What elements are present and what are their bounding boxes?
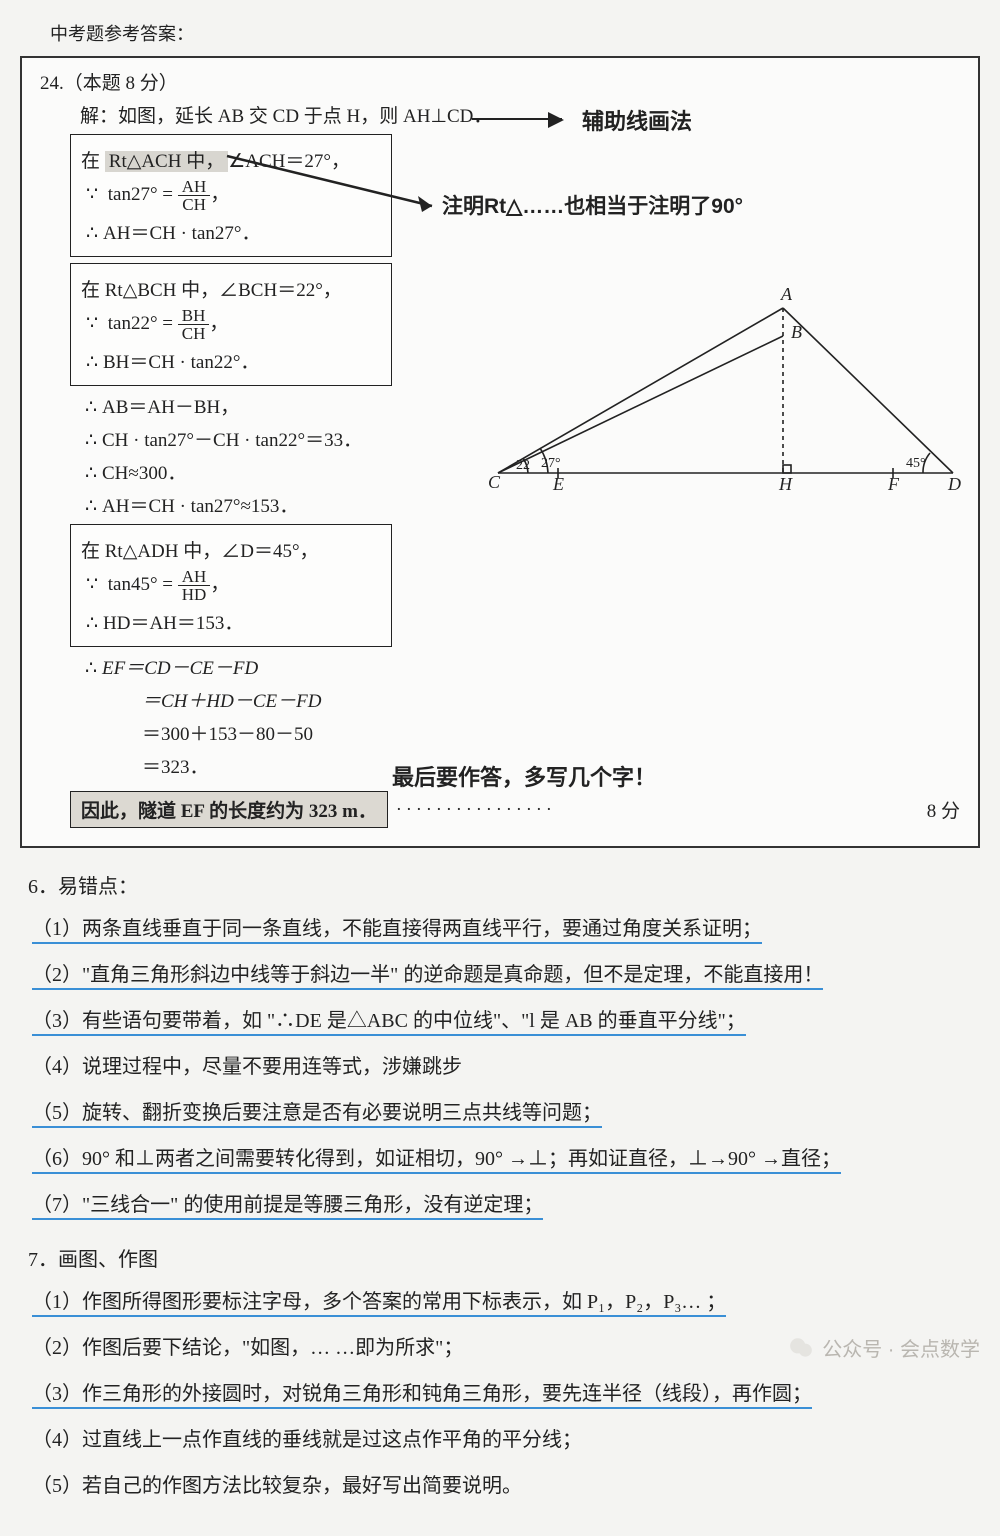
arrow-2: [222, 146, 452, 226]
geometry-diagram: A B C D E F H 22 27° 45°: [483, 278, 963, 508]
box2-line2: ∵ tan22° = BHCH，: [81, 307, 381, 342]
box3-line3: ∴HD＝AH＝153．: [81, 608, 381, 635]
box2-line3: ∴BH＝CH · tan22°．: [81, 347, 381, 374]
list-item: （1）两条直线垂直于同一条直线，不能直接得两直线平行，要通过角度关系证明；: [32, 913, 980, 945]
section7-title: 7．画图、作图: [28, 1243, 980, 1272]
list-item: （4）说理过程中，尽量不要用连等式，涉嫌跳步: [32, 1051, 980, 1083]
section6-title: 6．易错点：: [28, 870, 980, 899]
svg-text:H: H: [778, 474, 793, 494]
watermark-text: 公众号 · 会点数学: [822, 1333, 980, 1362]
solution-intro: 解：如图，延长 AB 交 CD 于点 H，则 AH⊥CD．: [80, 101, 960, 128]
annotation-answer: 最后要作答，多写几个字！: [392, 760, 656, 792]
svg-text:45°: 45°: [906, 456, 926, 471]
fraction: AHCH: [178, 178, 211, 213]
step-box-2: 在 Rt△BCH 中，∠BCH＝22°， ∵ tan22° = BHCH， ∴B…: [70, 263, 392, 386]
annotation-rt: 注明Rt△……也相当于注明了90°: [442, 190, 743, 220]
text: tan22° =: [108, 313, 173, 334]
svg-text:D: D: [947, 474, 961, 494]
watermark: 公众号 · 会点数学: [788, 1333, 980, 1362]
final-answer-box: 因此，隧道 EF 的长度约为 323 m．: [70, 791, 388, 828]
text: 在: [81, 151, 105, 172]
text: tan27° =: [108, 184, 173, 205]
list-item: （3）作三角形的外接圆时，对锐角三角形和钝角三角形，要先连半径（线段），再作圆；: [32, 1378, 980, 1410]
section7-list: （1）作图所得图形要标注字母，多个答案的常用下标表示，如 P₁，P₂，P₃… ；…: [20, 1286, 980, 1502]
svg-text:22: 22: [516, 458, 530, 473]
annotation-aux-line: 辅助线画法: [582, 104, 692, 136]
section6-list: （1）两条直线垂直于同一条直线，不能直接得两直线平行，要通过角度关系证明； （2）…: [20, 913, 980, 1221]
score: 8 分: [927, 796, 960, 823]
list-item: （6）90° 和⊥两者之间需要转化得到，如证相切，90° →⊥；再如证直径，⊥→…: [32, 1143, 980, 1175]
text: tan45° =: [108, 574, 173, 595]
list-item: （4）过直线上一点作直线的垂线就是过这点作平角的平分线；: [32, 1424, 980, 1456]
box2-line1: 在 Rt△BCH 中，∠BCH＝22°，: [81, 275, 381, 302]
box3-line1: 在 Rt△ADH 中，∠D＝45°，: [81, 536, 381, 563]
final-row: 因此，隧道 EF 的长度约为 323 m． ················ 8…: [70, 791, 960, 828]
ef-step-1: ∴EF＝CD－CE－FD: [80, 653, 960, 680]
ef-step-3: ＝300＋153－80－50: [142, 719, 960, 746]
list-item: （5）若自己的作图方法比较复杂，最好写出简要说明。: [32, 1470, 980, 1502]
list-item: （1）作图所得图形要标注字母，多个答案的常用下标表示，如 P₁，P₂，P₃… ；: [32, 1286, 980, 1318]
wechat-icon: [788, 1335, 814, 1361]
list-item: （3）有些语句要带着，如 "∴DE 是△ABC 的中位线"、"l 是 AB 的垂…: [32, 1005, 980, 1037]
list-item: （7）"三线合一" 的使用前提是等腰三角形，没有逆定理；: [32, 1189, 980, 1221]
problem-24-box: 24.（本题 8 分） 解：如图，延长 AB 交 CD 于点 H，则 AH⊥CD…: [20, 56, 980, 848]
fraction: AHHD: [178, 568, 211, 603]
ef-step-2: ＝CH＋HD－CE－FD: [142, 686, 960, 713]
svg-text:A: A: [780, 284, 793, 304]
problem-number: 24.（本题 8 分）: [40, 68, 960, 95]
list-item: （2）"直角三角形斜边中线等于斜边一半" 的逆命题是真命题，但不是定理，不能直接…: [32, 959, 980, 991]
svg-text:C: C: [488, 472, 501, 492]
highlight-rt-ach: Rt△ACH 中，: [105, 151, 228, 172]
step-box-3: 在 Rt△ADH 中，∠D＝45°， ∵ tan45° = AHHD， ∴HD＝…: [70, 524, 392, 647]
fraction: BHCH: [178, 307, 210, 342]
score-dots: ················: [396, 799, 919, 820]
header-title: 中考题参考答案：: [20, 20, 980, 46]
svg-text:B: B: [791, 322, 802, 342]
box3-line2: ∵ tan45° = AHHD，: [81, 568, 381, 603]
arrow-1: [472, 118, 562, 120]
list-item: （5）旋转、翻折变换后要注意是否有必要说明三点共线等问题；: [32, 1097, 980, 1129]
